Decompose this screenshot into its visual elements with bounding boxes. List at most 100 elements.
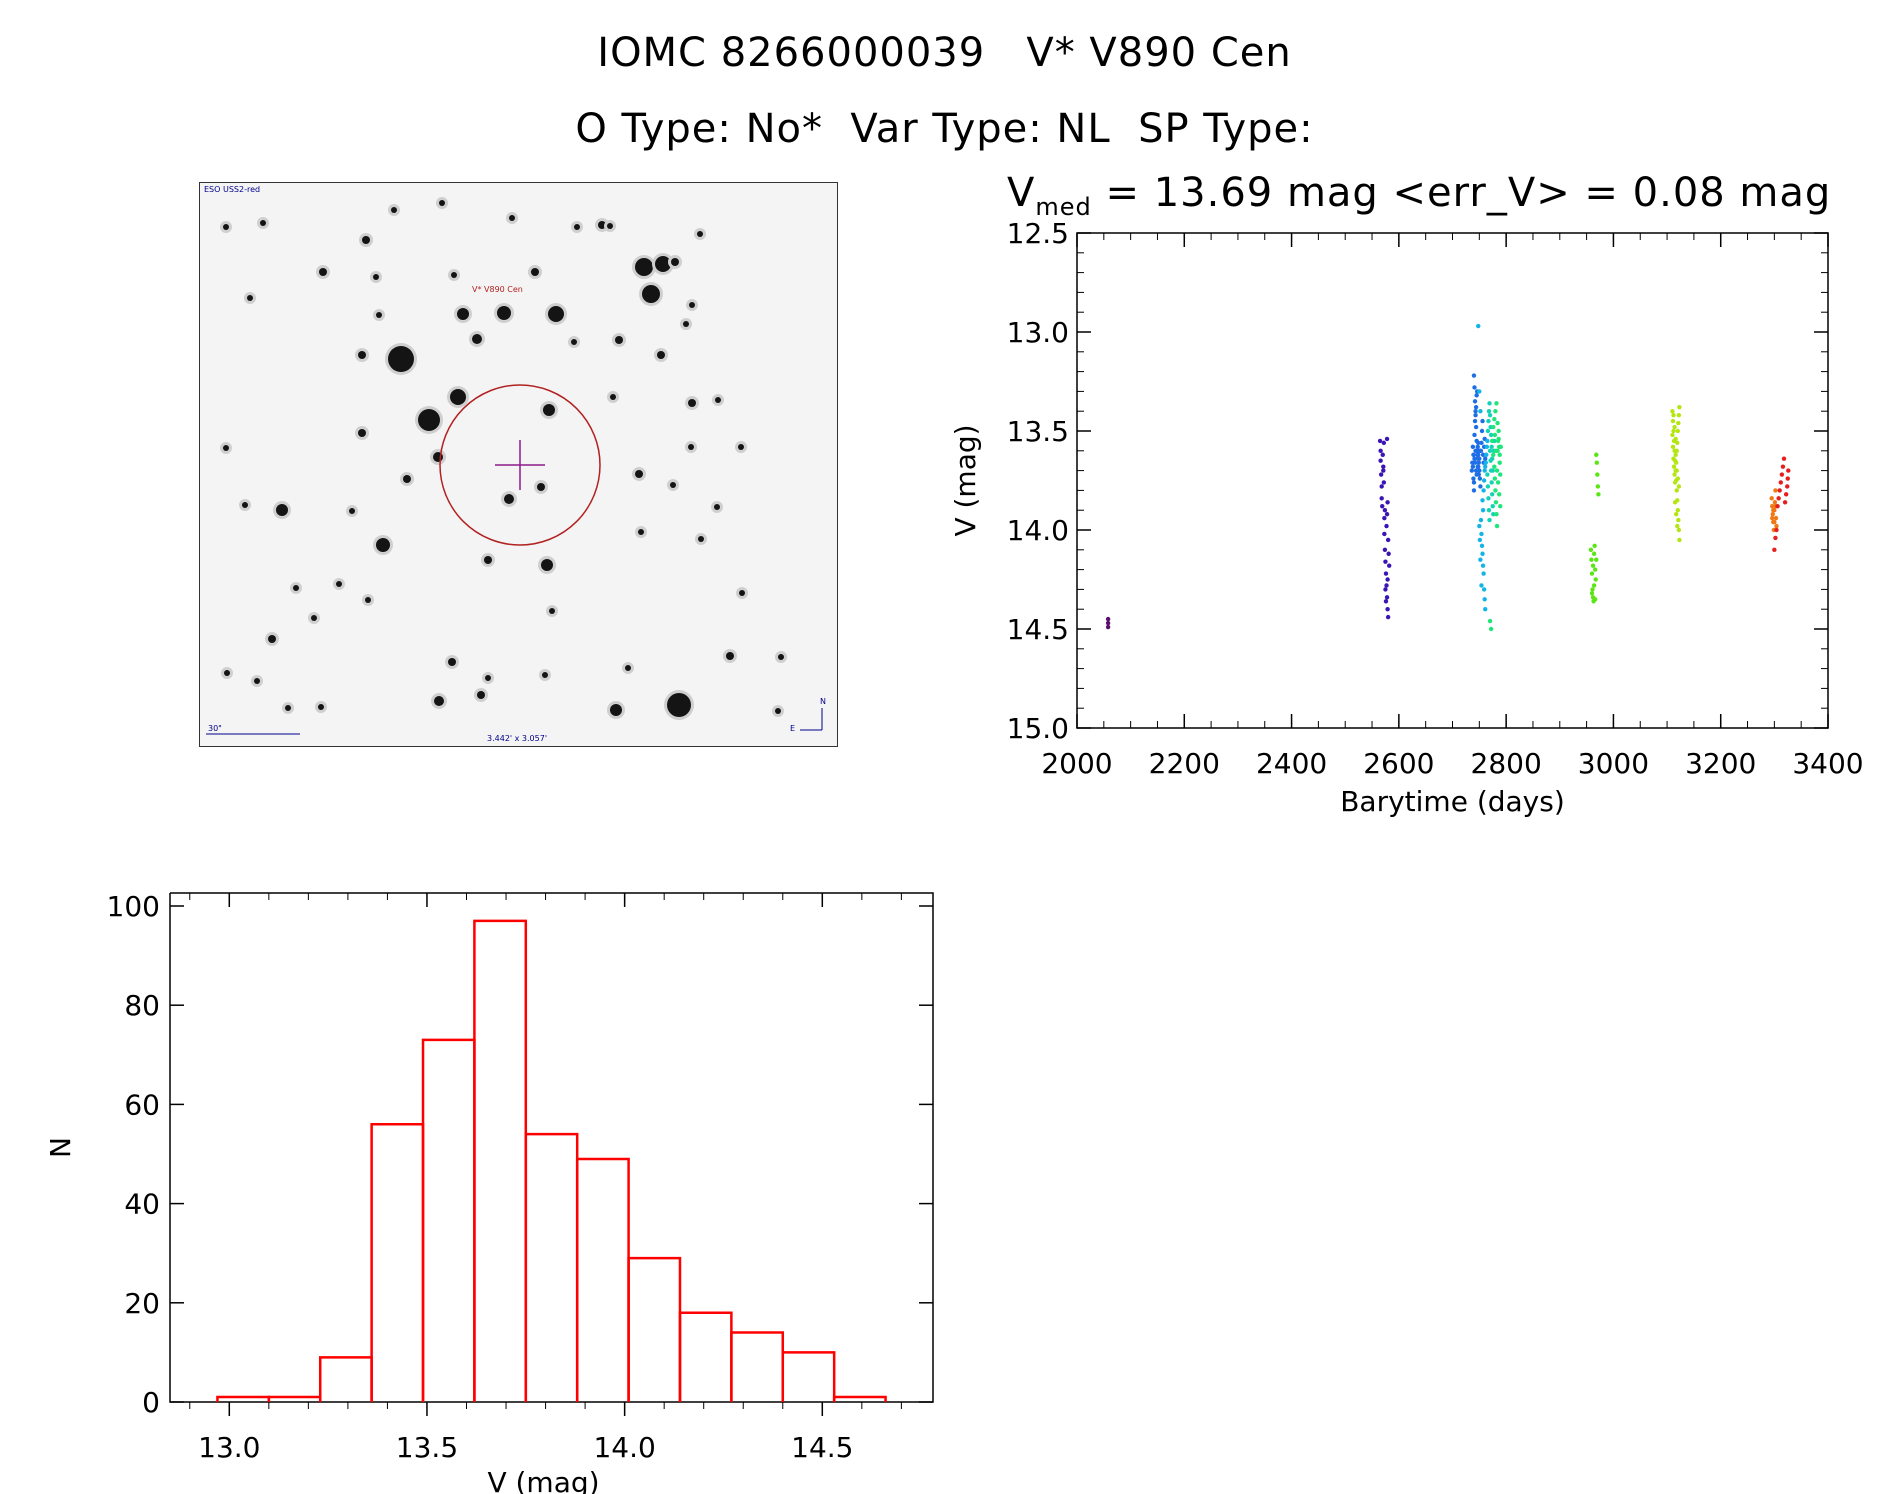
- star: [778, 654, 784, 660]
- lc-data-point: [1675, 440, 1680, 446]
- lc-data-point: [1471, 373, 1477, 378]
- lc-data-point: [1491, 452, 1496, 457]
- star: [543, 404, 555, 416]
- lc-data-point: [1472, 418, 1478, 424]
- lc-data-point: [1770, 515, 1775, 521]
- lc-data-point: [1592, 567, 1598, 572]
- lc-y-tick-label: 14.5: [1007, 613, 1069, 646]
- median-error-text: = 13.69 mag <err_V> = 0.08 mag: [1091, 170, 1832, 216]
- lc-data-point: [1472, 432, 1477, 438]
- chart-subtitle: O Type: No* Var Type: NL SP Type:: [575, 106, 1314, 152]
- hist-x-tick-label: 14.5: [791, 1431, 853, 1464]
- star: [638, 529, 644, 535]
- star: [336, 581, 342, 587]
- lc-data-point: [1383, 599, 1389, 604]
- lc-data-point: [1471, 476, 1476, 481]
- lc-data-point: [1480, 452, 1486, 457]
- lc-data-point: [1384, 511, 1390, 517]
- star-field: [220, 197, 787, 720]
- lc-data-point: [1385, 577, 1390, 582]
- lc-data-point: [1775, 504, 1780, 509]
- finder-image: ESO USS2-red V* V890 Cen 30" 3.442' x 3.…: [200, 183, 837, 746]
- star: [504, 494, 514, 504]
- star: [541, 559, 553, 571]
- lc-data-point: [1774, 527, 1779, 533]
- lc-data-point: [1772, 519, 1777, 525]
- lc-data-point: [1676, 527, 1682, 533]
- lc-data-point: [1472, 460, 1478, 465]
- hist-x-tick-label: 13.0: [198, 1431, 260, 1464]
- lc-data-point: [1386, 551, 1391, 556]
- star: [373, 274, 379, 280]
- star: [715, 397, 721, 403]
- lc-data-point: [1674, 468, 1679, 473]
- star: [642, 285, 660, 303]
- lc-data-point: [1488, 432, 1494, 438]
- star: [276, 504, 288, 516]
- lc-data-point: [1670, 418, 1676, 424]
- lc-data-point: [1673, 460, 1679, 465]
- lc-data-point: [1476, 323, 1481, 329]
- lc-data-point: [1675, 508, 1681, 513]
- lc-data-point: [1479, 428, 1485, 434]
- lc-data-point: [1671, 464, 1677, 469]
- lc-data-point: [1470, 444, 1476, 450]
- lc-data-point: [1675, 476, 1681, 481]
- lc-data-point: [1673, 436, 1678, 442]
- north-label: N: [820, 697, 826, 706]
- star: [667, 693, 691, 717]
- lc-data-point: [1485, 472, 1490, 477]
- lc-data-point: [1478, 484, 1483, 489]
- lc-data-point: [1491, 424, 1496, 430]
- lc-x-tick-label: 2200: [1149, 747, 1220, 780]
- lc-data-point: [1674, 488, 1679, 493]
- lc-x-tick-label: 2400: [1256, 747, 1327, 780]
- star: [448, 658, 456, 666]
- lc-data-point: [1670, 409, 1675, 414]
- star: [548, 306, 564, 322]
- lc-data-point: [1477, 448, 1483, 453]
- hist-y-tick-label: 40: [124, 1188, 160, 1221]
- lc-data-point: [1479, 531, 1484, 537]
- lc-data-point: [1676, 420, 1681, 426]
- hist-x-tick-label: 14.0: [593, 1431, 655, 1464]
- lc-data-point: [1487, 401, 1492, 406]
- lc-data-point: [1382, 515, 1387, 521]
- star: [485, 675, 491, 681]
- lc-data-point: [1785, 484, 1790, 489]
- lc-data-point: [1487, 448, 1493, 453]
- lc-data-point: [1493, 409, 1498, 414]
- lc-data-point: [1476, 460, 1481, 465]
- lc-data-point: [1378, 448, 1383, 453]
- lc-data-point: [1486, 418, 1491, 424]
- lc-data-point: [1780, 464, 1786, 469]
- lc-data-point: [1589, 557, 1594, 562]
- lc-data-point: [1484, 452, 1489, 457]
- lc-data-point: [1379, 484, 1384, 489]
- lc-data-point: [1480, 498, 1485, 503]
- star: [542, 672, 548, 678]
- lc-data-point: [1479, 543, 1485, 549]
- hist-y-tick-label: 60: [124, 1088, 160, 1121]
- lc-data-point: [1494, 523, 1500, 529]
- lc-data-point: [1782, 500, 1788, 505]
- lc-data-point: [1480, 508, 1486, 513]
- lc-data-point: [1498, 472, 1503, 477]
- star: [403, 475, 411, 483]
- lc-data-point: [1492, 432, 1498, 438]
- lc-data-point: [1469, 468, 1475, 473]
- star: [598, 221, 606, 229]
- lc-data-point: [1677, 405, 1682, 410]
- lc-data-point: [1489, 492, 1495, 497]
- lc-data-point: [1384, 523, 1389, 529]
- star: [610, 394, 616, 400]
- star: [439, 200, 445, 206]
- lc-data-point: [1491, 511, 1496, 517]
- lc-data-point: [1783, 492, 1789, 497]
- lc-data-point: [1383, 587, 1388, 592]
- star: [223, 224, 229, 230]
- lc-data-point: [1490, 504, 1495, 509]
- lc-data-point: [1385, 537, 1391, 543]
- star: [358, 429, 366, 437]
- star: [457, 308, 469, 320]
